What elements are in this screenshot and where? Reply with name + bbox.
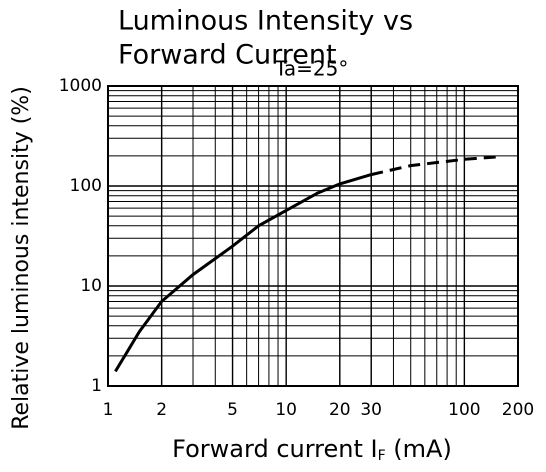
annotation: Ta=25° bbox=[274, 57, 348, 81]
data-line bbox=[114, 173, 372, 373]
x-tick-label: 5 bbox=[227, 400, 238, 420]
x-axis-label-unit: (mA) bbox=[386, 435, 452, 463]
chart-title: Luminous Intensity vs bbox=[118, 6, 413, 37]
chart-title: Forward Current bbox=[118, 40, 337, 71]
plot-frame bbox=[107, 85, 519, 387]
x-tick-label: 2 bbox=[156, 400, 167, 420]
x-tick-label: 20 bbox=[329, 400, 351, 420]
y-axis-label: Relative luminous intensity (%) bbox=[9, 86, 34, 430]
x-tick-label: 10 bbox=[275, 400, 297, 420]
x-tick-label: 1 bbox=[103, 400, 114, 420]
y-tick-label: 1 bbox=[91, 376, 102, 396]
data-line bbox=[370, 155, 496, 177]
x-axis-label-text: Forward current I bbox=[172, 435, 377, 463]
y-tick-label: 1000 bbox=[59, 76, 102, 96]
x-axis-label: Forward current IF (mA) bbox=[172, 435, 452, 464]
y-tick-label: 100 bbox=[70, 176, 102, 196]
y-tick-label: 10 bbox=[80, 276, 102, 296]
x-axis-label-subscript: F bbox=[378, 448, 386, 464]
x-tick-label: 200 bbox=[502, 400, 534, 420]
x-tick-label: 100 bbox=[448, 400, 480, 420]
x-tick-label: 30 bbox=[360, 400, 382, 420]
